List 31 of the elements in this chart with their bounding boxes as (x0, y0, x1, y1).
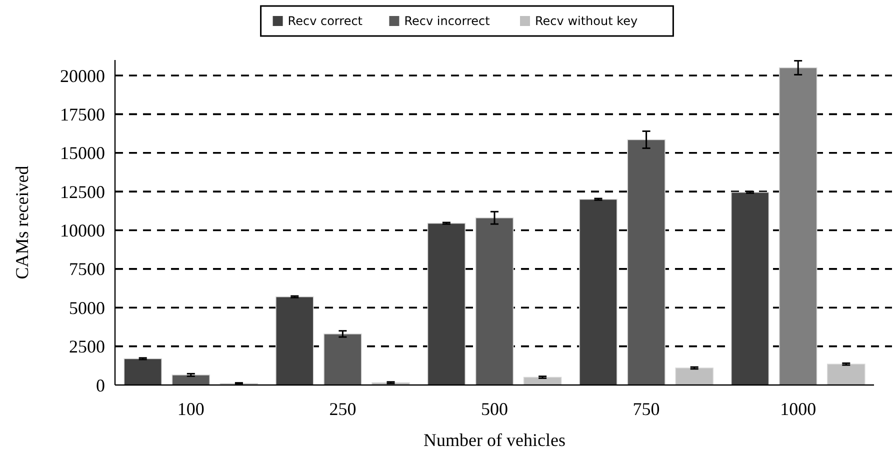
y-tick-label: 10000 (60, 220, 105, 241)
legend-label: Recv without key (535, 14, 638, 28)
y-tick-label: 20000 (60, 66, 105, 86)
y-tick-label: 15000 (60, 143, 105, 164)
x-axis-title: Number of vehicles (424, 430, 566, 450)
bar (276, 296, 314, 386)
x-tick-label: 750 (632, 399, 660, 419)
bar (124, 358, 162, 386)
y-tick-label: 7500 (69, 259, 105, 280)
legend-label: Recv incorrect (404, 14, 490, 28)
bar (827, 364, 866, 386)
x-tick-label: 500 (481, 399, 508, 419)
bar (730, 192, 770, 386)
legend-label: Recv correct (288, 14, 363, 28)
bar (627, 139, 666, 386)
y-tick-label: 2500 (69, 336, 105, 357)
y-tick-label: 12500 (60, 182, 105, 202)
bar (675, 368, 714, 386)
x-tick-label: 250 (329, 399, 356, 419)
x-tick-label: 1000 (780, 399, 816, 419)
y-tick-label: 17500 (60, 104, 105, 124)
bar (324, 334, 362, 386)
bar (427, 222, 466, 386)
y-tick-label: 0 (96, 375, 105, 396)
y-tick-label: 5000 (69, 298, 105, 318)
x-tick-label: 100 (177, 399, 204, 419)
bar (172, 374, 210, 386)
y-axis-title: CAMs received (12, 166, 32, 280)
bar (778, 67, 818, 386)
bar (475, 217, 514, 386)
bar (579, 198, 618, 386)
